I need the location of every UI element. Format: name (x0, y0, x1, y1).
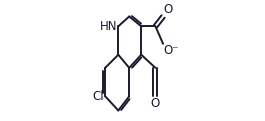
Text: HN: HN (100, 20, 117, 33)
Text: O: O (164, 3, 173, 16)
Text: O: O (151, 97, 160, 110)
Text: O⁻: O⁻ (164, 44, 179, 57)
Text: Cl: Cl (92, 90, 104, 103)
